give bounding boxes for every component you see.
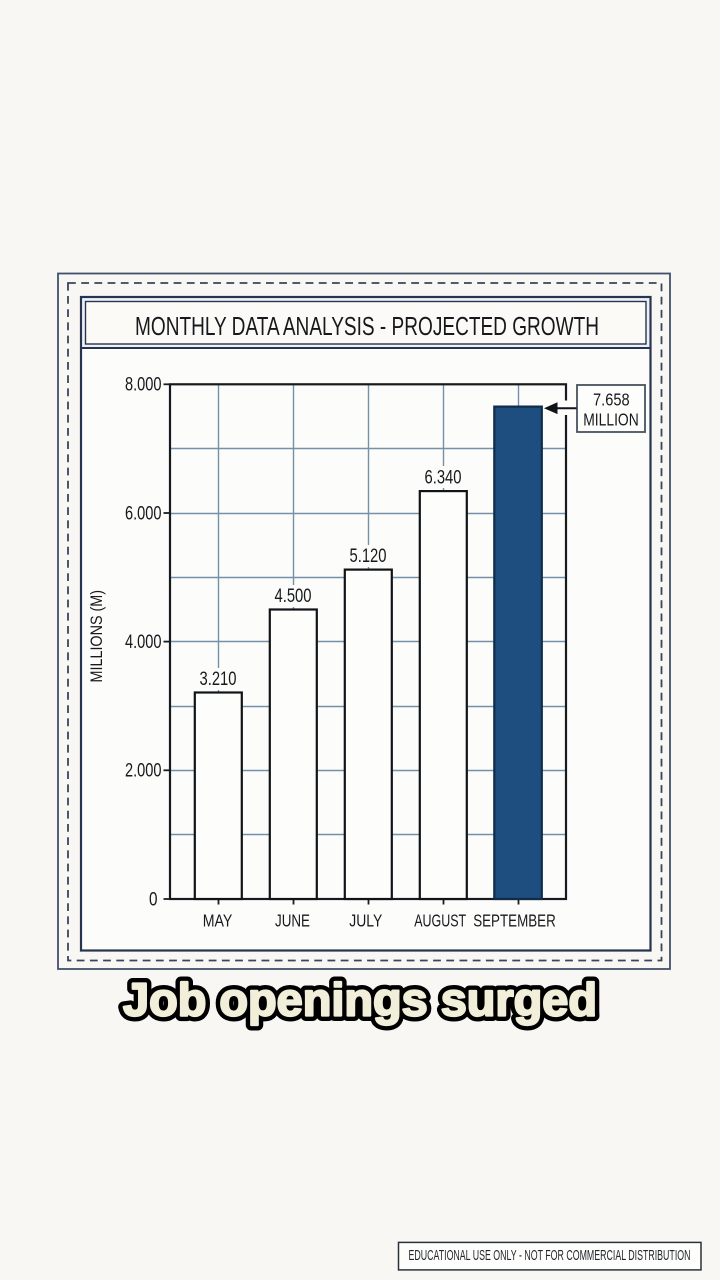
svg-text:AUGUST: AUGUST bbox=[414, 910, 466, 930]
svg-text:Job openings surged: Job openings surged bbox=[123, 974, 597, 1026]
svg-text:3.210: 3.210 bbox=[200, 669, 237, 690]
svg-text:4.000: 4.000 bbox=[125, 632, 162, 653]
svg-text:7.658: 7.658 bbox=[593, 390, 630, 410]
svg-text:MILLION: MILLION bbox=[583, 410, 639, 430]
svg-text:JUNE: JUNE bbox=[275, 910, 310, 930]
svg-text:2.000: 2.000 bbox=[125, 761, 162, 782]
svg-text:JULY: JULY bbox=[349, 910, 382, 930]
svg-text:MONTHLY DATA ANALYSIS - PROJEC: MONTHLY DATA ANALYSIS - PROJECTED GROWTH bbox=[135, 311, 599, 341]
svg-text:5.120: 5.120 bbox=[350, 546, 387, 567]
svg-text:0: 0 bbox=[149, 889, 158, 910]
svg-text:MAY: MAY bbox=[203, 910, 233, 930]
svg-text:4.500: 4.500 bbox=[275, 586, 312, 607]
svg-text:8.000: 8.000 bbox=[125, 375, 162, 396]
svg-text:6.340: 6.340 bbox=[425, 468, 462, 489]
svg-text:EDUCATIONAL USE ONLY - NOT FOR: EDUCATIONAL USE ONLY - NOT FOR COMMERCIA… bbox=[409, 1247, 691, 1264]
svg-text:6.000: 6.000 bbox=[125, 503, 162, 524]
svg-text:SEPTEMBER: SEPTEMBER bbox=[473, 910, 556, 930]
svg-text:Job openings surged: Job openings surged bbox=[123, 974, 597, 1026]
svg-text:MILLIONS (M): MILLIONS (M) bbox=[87, 590, 106, 683]
